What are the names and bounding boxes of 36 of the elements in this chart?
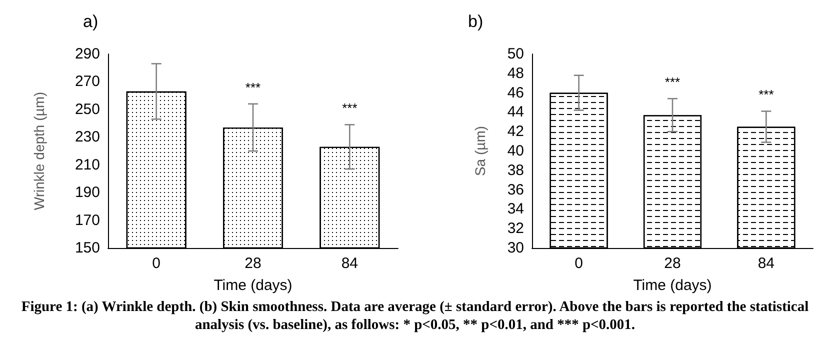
x-tick-label: 0 [574, 255, 584, 272]
data-label: *** [245, 80, 261, 95]
y-tick-label: 36 [507, 181, 524, 198]
y-tick-label: 210 [74, 156, 100, 174]
chart-title: a) [83, 12, 98, 31]
x-tick-label: 0 [152, 255, 161, 272]
y-tick-label: 270 [74, 73, 100, 90]
x-axis-title: Time (days) [214, 277, 292, 294]
y-tick-label: 230 [74, 128, 100, 146]
x-tick-label: 84 [341, 255, 358, 272]
y-tick-label: 190 [74, 184, 100, 202]
data-label: *** [342, 100, 358, 116]
data-label: *** [664, 74, 680, 90]
x-tick-label: 84 [758, 255, 775, 272]
x-tick-label: 28 [664, 255, 681, 272]
y-tick-label: 30 [507, 240, 524, 256]
chart-title: b) [468, 12, 484, 31]
y-tick-label: 250 [74, 100, 100, 118]
y-tick-label: 50 [507, 46, 524, 62]
y-tick-label: 40 [507, 142, 524, 160]
x-tick-label: 28 [244, 255, 262, 272]
data-label: *** [758, 87, 774, 102]
y-tick-label: 38 [507, 162, 524, 179]
y-tick-label: 44 [507, 104, 524, 121]
y-axis-title: Sa (µm) [472, 126, 488, 176]
y-axis-title: Wrinkle depth (µm) [31, 92, 47, 210]
y-tick-label: 32 [507, 220, 524, 238]
y-tick-label: 42 [507, 123, 524, 140]
caption: Figure 1: (a) Wrinkle depth. (b) Skin smoothness. Data are average (± standard error). Above the bars is reported the statistical analysis (vs. baseline), as follows: * p<0.05, ** p<0.01, and *** p<0.001. [20, 298, 810, 334]
y-tick-label: 170 [74, 212, 100, 229]
y-tick-label: 150 [74, 240, 100, 256]
y-tick-label: 46 [507, 84, 524, 102]
x-axis-title: Time (days) [633, 277, 712, 294]
y-tick-label: 48 [507, 64, 524, 82]
y-tick-label: 290 [74, 46, 100, 62]
y-tick-label: 34 [507, 200, 524, 218]
